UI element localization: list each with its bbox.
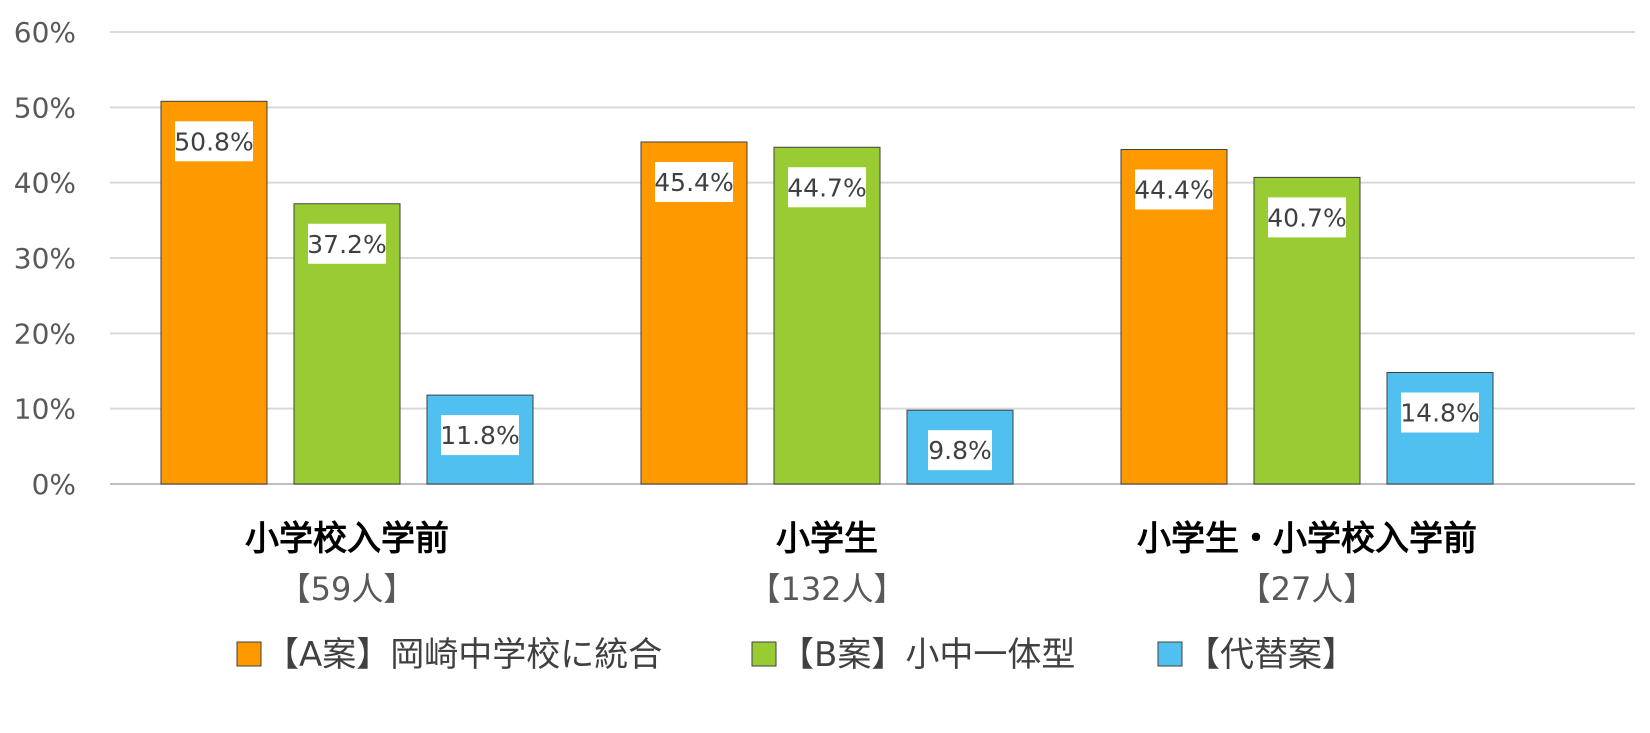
legend-label: 【A案】岡崎中学校に統合 [265,635,662,675]
category-label: 小学生 [776,519,878,559]
y-tick-label: 30% [14,242,76,275]
data-label-box [1268,197,1346,238]
legend-swatch [751,641,777,667]
data-labels: 50.8% 45.4% 44.4% 37.2% 44.7% 40.7% 11.8% 9.8% 1… [174,121,1480,471]
data-label-box [788,167,866,208]
data-label: 50.8% [174,127,253,156]
y-tick-label: 50% [14,91,76,124]
data-label: 9.8% [928,436,992,465]
category-count-label: 【27人】 [1239,570,1376,608]
y-tick-label: 10% [14,393,76,426]
category-labels: 小学校入学前【59人】 小学生【132人】 小学生・小学校入学前【27人】 [245,519,1477,608]
y-tick-label: 20% [14,317,76,350]
legend-label: 【代替案】 [1186,635,1356,675]
legend-swatch [1157,641,1183,667]
y-tick-label: 0% [32,468,76,501]
data-label: 40.7% [1267,203,1346,232]
data-label: 45.4% [654,168,733,197]
y-tick-label: 40% [14,167,76,200]
data-label-box [1135,169,1213,210]
data-label: 11.8% [440,421,519,450]
data-label-box [928,430,992,471]
data-label-box [1401,392,1479,433]
data-label-box [308,223,386,264]
legend: 【A案】岡崎中学校に統合 【B案】小中一体型 【代替案】 [236,635,1356,675]
data-label-box [175,121,253,162]
data-label: 44.4% [1134,176,1213,205]
legend-label: 【B案】小中一体型 [780,635,1075,675]
data-label: 37.2% [307,230,386,259]
y-tick-label: 60% [14,16,76,49]
data-label-box [655,161,733,202]
bars [160,100,1494,485]
data-label: 14.8% [1400,399,1479,428]
category-count-label: 【132人】 [748,570,905,608]
category-count-label: 【59人】 [279,570,416,608]
data-label-box [441,415,519,456]
category-label: 小学校入学前 [245,519,449,559]
bar [160,100,268,485]
y-axis-ticks: 0% 10% 20% 30% 40% 50% 60% [14,16,76,501]
legend-swatch [236,641,262,667]
category-label: 小学生・小学校入学前 [1137,519,1477,559]
data-label: 44.7% [787,173,866,202]
